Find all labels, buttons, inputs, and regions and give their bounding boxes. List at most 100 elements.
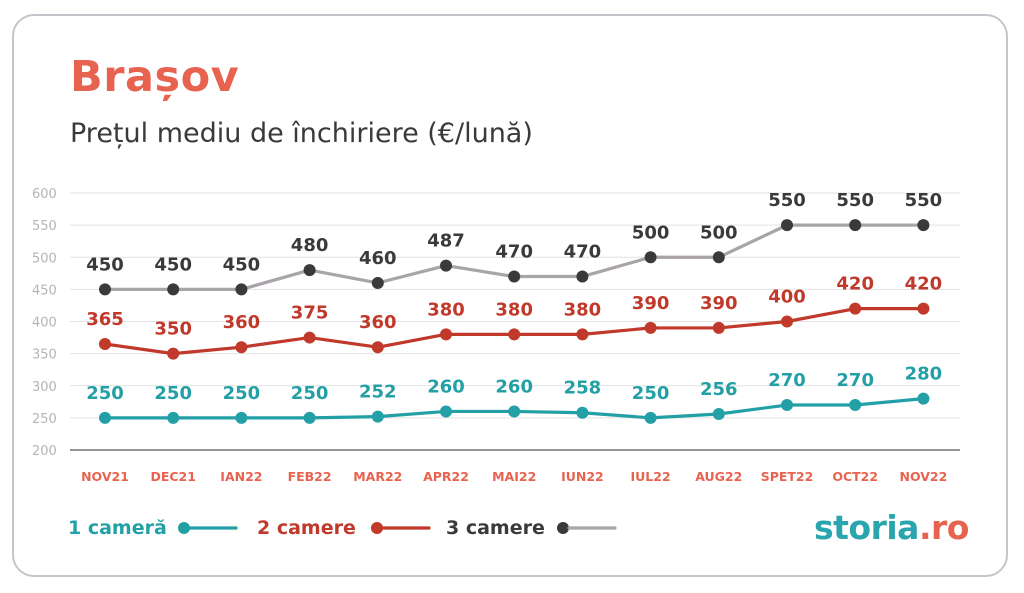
logo-part-ro: .ro xyxy=(918,508,969,547)
data-point-three_rooms-dec21 xyxy=(167,283,180,296)
x-tick-label-iun22: IUN22 xyxy=(561,469,604,484)
x-tick-label-ian22: IAN22 xyxy=(220,469,262,484)
data-label-one_room-mar22: 252 xyxy=(359,382,397,403)
data-label-one_room-apr22: 260 xyxy=(427,376,465,397)
x-tick-label-spet22: SPET22 xyxy=(761,469,814,484)
data-label-two_rooms-oct22: 420 xyxy=(836,274,874,295)
data-point-one_room-ian22 xyxy=(235,411,248,424)
data-label-one_room-iun22: 258 xyxy=(564,378,602,399)
x-tick-label-aug22: AUG22 xyxy=(695,469,742,484)
data-label-two_rooms-spet22: 400 xyxy=(768,287,806,308)
data-label-three_rooms-aug22: 500 xyxy=(700,222,738,243)
data-point-one_room-iun22 xyxy=(576,406,589,419)
x-tick-label-dec21: DEC21 xyxy=(150,469,195,484)
data-point-two_rooms-oct22 xyxy=(849,302,862,315)
data-label-three_rooms-oct22: 550 xyxy=(836,190,874,211)
data-label-two_rooms-mai22: 380 xyxy=(495,299,533,320)
legend-label-one_room: 1 cameră xyxy=(68,517,167,539)
data-label-one_room-aug22: 256 xyxy=(700,379,738,400)
data-label-three_rooms-nov22: 550 xyxy=(905,190,943,211)
y-tick-label-500: 500 xyxy=(32,251,57,266)
data-point-two_rooms-aug22 xyxy=(712,321,725,334)
legend-label-three_rooms: 3 camere xyxy=(446,517,545,539)
data-point-one_room-spet22 xyxy=(781,399,793,412)
x-tick-label-oct22: OCT22 xyxy=(832,469,878,484)
data-point-two_rooms-dec21 xyxy=(167,347,180,360)
data-point-one_room-nov22 xyxy=(917,392,930,405)
x-tick-label-mai22: MAI22 xyxy=(492,469,536,484)
data-point-three_rooms-mar22 xyxy=(371,276,384,289)
x-tick-label-feb22: FEB22 xyxy=(288,469,332,484)
data-point-two_rooms-apr22 xyxy=(440,328,452,341)
data-label-two_rooms-nov22: 420 xyxy=(905,274,943,295)
data-point-one_room-aug22 xyxy=(712,408,725,421)
data-point-one_room-nov21 xyxy=(99,411,111,424)
data-label-one_room-dec21: 250 xyxy=(154,383,192,404)
x-tick-label-mar22: MAR22 xyxy=(353,469,402,484)
data-point-three_rooms-iul22 xyxy=(644,251,657,264)
y-tick-label-600: 600 xyxy=(32,187,57,202)
data-label-three_rooms-dec21: 450 xyxy=(154,254,192,275)
logo-part-storia: storia xyxy=(814,508,919,547)
data-label-three_rooms-iul22: 500 xyxy=(632,222,670,243)
data-label-three_rooms-mar22: 460 xyxy=(359,248,397,269)
y-tick-label-250: 250 xyxy=(32,412,57,427)
data-point-two_rooms-ian22 xyxy=(235,341,248,354)
data-label-one_room-mai22: 260 xyxy=(495,376,533,397)
data-label-one_room-spet22: 270 xyxy=(768,370,806,391)
chart-card xyxy=(12,14,1008,577)
data-label-three_rooms-feb22: 480 xyxy=(291,235,329,256)
y-tick-label-200: 200 xyxy=(32,444,57,459)
data-label-two_rooms-apr22: 380 xyxy=(427,299,465,320)
x-tick-label-apr22: APR22 xyxy=(423,469,469,484)
data-label-two_rooms-dec21: 350 xyxy=(154,319,192,340)
x-tick-label-nov21: NOV21 xyxy=(81,469,129,484)
data-point-one_room-apr22 xyxy=(440,405,452,418)
data-point-two_rooms-mai22 xyxy=(508,328,521,341)
data-label-two_rooms-iul22: 390 xyxy=(632,293,670,314)
y-tick-label-400: 400 xyxy=(32,316,57,331)
x-tick-label-nov22: NOV22 xyxy=(899,469,947,484)
data-point-three_rooms-nov21 xyxy=(99,283,111,296)
data-label-one_room-nov22: 280 xyxy=(905,364,943,385)
data-point-three_rooms-nov22 xyxy=(917,219,930,232)
data-point-three_rooms-spet22 xyxy=(781,219,793,232)
x-tick-label-iul22: IUL22 xyxy=(631,469,671,484)
data-label-two_rooms-ian22: 360 xyxy=(223,312,261,333)
y-tick-label-450: 450 xyxy=(32,283,57,298)
data-label-three_rooms-ian22: 450 xyxy=(223,254,261,275)
data-label-three_rooms-mai22: 470 xyxy=(495,242,533,263)
data-point-three_rooms-feb22 xyxy=(303,264,316,277)
data-label-one_room-nov21: 250 xyxy=(86,383,124,404)
data-point-one_room-iul22 xyxy=(644,411,657,424)
y-tick-label-550: 550 xyxy=(32,219,57,234)
data-label-two_rooms-mar22: 360 xyxy=(359,312,397,333)
data-point-two_rooms-iun22 xyxy=(576,328,589,341)
chart-subtitle: Prețul mediu de închiriere (€/lună) xyxy=(70,118,533,149)
data-point-two_rooms-spet22 xyxy=(781,315,793,328)
data-point-one_room-feb22 xyxy=(303,411,316,424)
data-label-three_rooms-iun22: 470 xyxy=(564,242,602,263)
data-label-three_rooms-nov21: 450 xyxy=(86,254,124,275)
data-point-one_room-oct22 xyxy=(849,399,862,412)
data-point-three_rooms-iun22 xyxy=(576,270,589,283)
data-label-one_room-iul22: 250 xyxy=(632,383,670,404)
data-point-two_rooms-mar22 xyxy=(371,341,384,354)
data-point-three_rooms-apr22 xyxy=(440,259,452,272)
data-point-three_rooms-ian22 xyxy=(235,283,248,296)
y-tick-label-350: 350 xyxy=(32,348,57,363)
data-point-two_rooms-nov22 xyxy=(917,302,930,315)
data-point-one_room-dec21 xyxy=(167,411,180,424)
data-label-three_rooms-apr22: 487 xyxy=(427,231,465,252)
data-label-two_rooms-nov21: 365 xyxy=(86,309,124,330)
data-point-three_rooms-mai22 xyxy=(508,270,521,283)
legend-label-two_rooms: 2 camere xyxy=(257,517,356,539)
data-label-two_rooms-iun22: 380 xyxy=(564,299,602,320)
data-point-three_rooms-aug22 xyxy=(712,251,725,264)
data-label-one_room-oct22: 270 xyxy=(836,370,874,391)
data-label-two_rooms-aug22: 390 xyxy=(700,293,738,314)
data-point-three_rooms-oct22 xyxy=(849,219,862,232)
data-label-three_rooms-spet22: 550 xyxy=(768,190,806,211)
data-point-two_rooms-iul22 xyxy=(644,321,657,334)
